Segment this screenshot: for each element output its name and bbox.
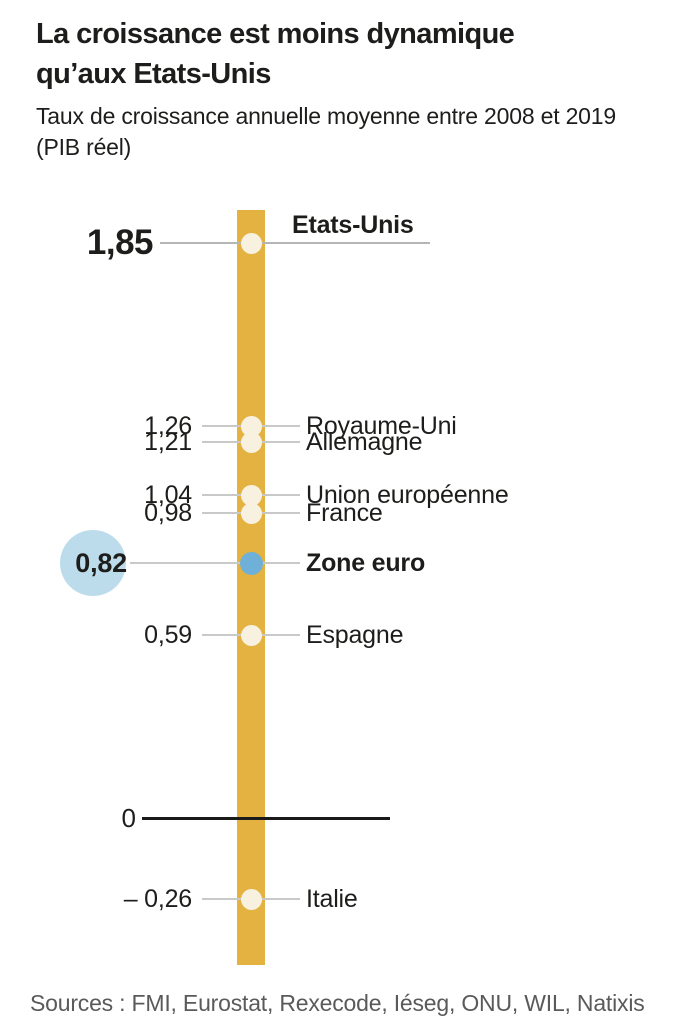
value-label: 1,85 <box>86 223 154 262</box>
value-label: 1,26 <box>144 412 192 440</box>
value-label: 1,04 <box>144 481 192 509</box>
chart-subtitle-line2: (PIB réel) <box>36 134 132 160</box>
country-label: Etats-Unis <box>292 211 414 239</box>
chart-subtitle-line1: Taux de croissance annuelle moyenne entr… <box>36 103 616 129</box>
chart-title-line2: qu’aux Etats-Unis <box>36 58 271 90</box>
data-dot <box>240 888 262 910</box>
country-label: Espagne <box>306 621 404 649</box>
zero-label: 0 <box>121 803 136 833</box>
chart-title-line1: La croissance est moins dynamique <box>36 18 515 50</box>
data-dot <box>240 502 262 524</box>
sources-note: Sources : FMI, Eurostat, Rexecode, Iéseg… <box>30 990 645 1016</box>
zero-baseline <box>142 817 390 820</box>
connector-line <box>130 562 300 564</box>
country-label: Zone euro <box>306 549 426 577</box>
highlighted-data-dot <box>239 551 263 575</box>
connector-line <box>160 242 430 244</box>
data-dot <box>240 484 262 506</box>
value-label: – 0,26 <box>123 885 193 913</box>
chart-title: La croissance est moins dynamique qu’aux… <box>36 14 515 94</box>
value-label: 0,82 <box>75 548 127 578</box>
highlight-circle <box>60 530 126 596</box>
country-label: Royaume-Uni <box>306 412 457 440</box>
data-dot <box>240 232 262 254</box>
country-label: France <box>306 499 383 527</box>
value-label: 0,59 <box>144 621 192 649</box>
country-label: Allemagne <box>306 428 423 456</box>
country-label: Union européenne <box>306 481 509 509</box>
chart-subtitle: Taux de croissance annuelle moyenne entr… <box>36 101 616 163</box>
value-label: 1,21 <box>144 428 192 456</box>
country-label: Italie <box>306 885 358 913</box>
value-label: 0,98 <box>144 499 192 527</box>
vertical-axis-bar <box>237 210 265 965</box>
data-dot <box>240 624 262 646</box>
data-dot <box>240 415 262 437</box>
data-dot <box>240 431 262 453</box>
